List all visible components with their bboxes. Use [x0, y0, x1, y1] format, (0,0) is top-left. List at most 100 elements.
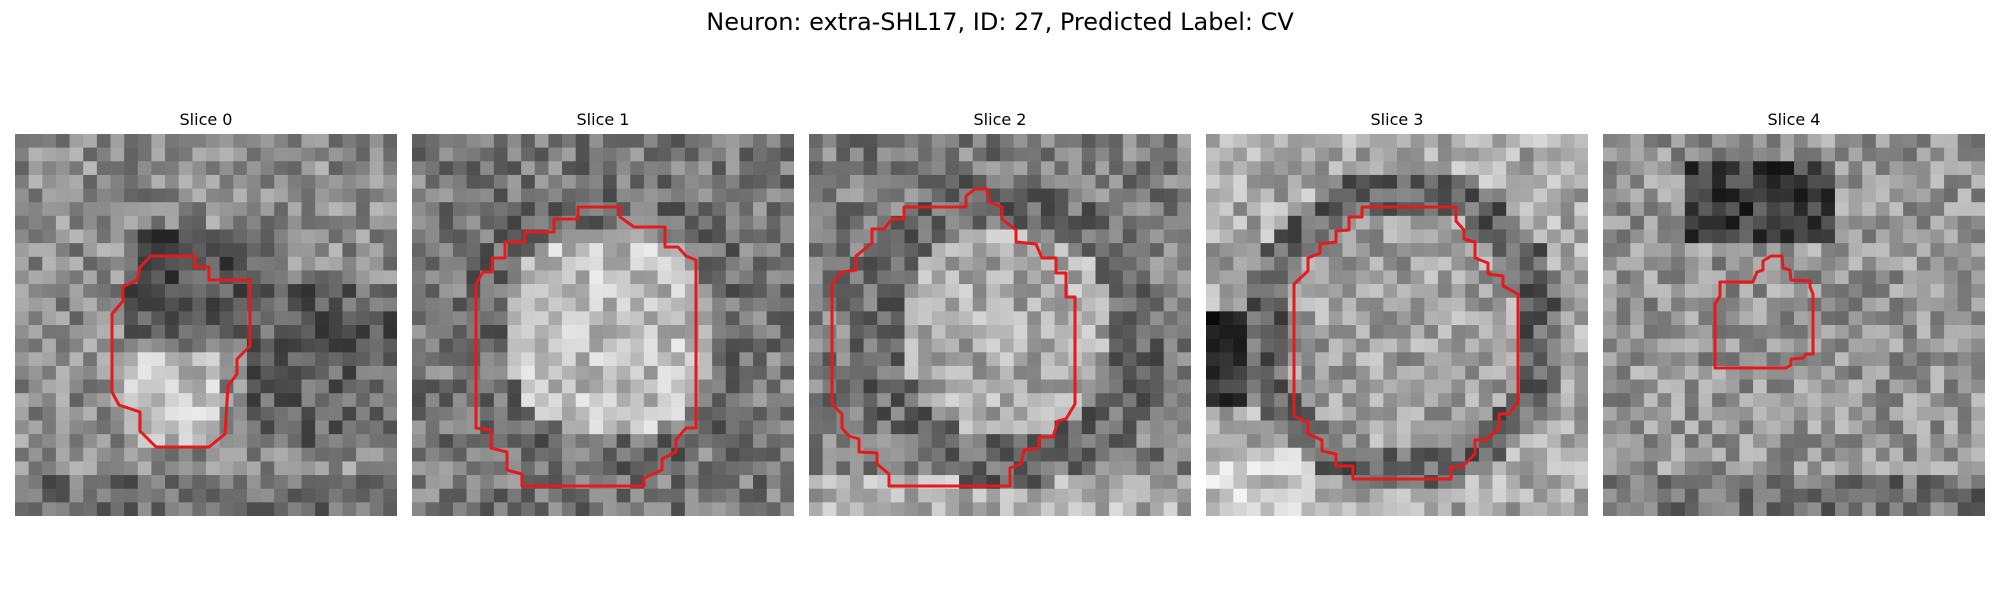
pixel-cell — [1971, 379, 1985, 394]
pixel-cell — [287, 393, 303, 408]
pixel-cell — [425, 365, 440, 381]
pixel-cell — [1054, 365, 1069, 381]
pixel-cell — [931, 174, 947, 190]
pixel-cell — [1492, 393, 1507, 408]
pixel-cell — [1383, 297, 1398, 312]
pixel-cell — [1862, 352, 1877, 367]
pixel-cell — [877, 365, 892, 381]
pixel-cell — [480, 393, 495, 408]
pixel-cell — [1657, 243, 1672, 258]
pixel-cell — [1916, 475, 1932, 490]
pixel-cell — [1383, 284, 1398, 299]
pixel-cell — [643, 297, 659, 312]
pixel-cell — [328, 202, 344, 217]
pixel-cell — [1794, 502, 1809, 516]
pixel-cell — [1342, 393, 1357, 408]
pixel-cell — [725, 338, 741, 353]
pixel-cell — [521, 338, 536, 353]
pixel-cell — [548, 393, 563, 408]
pixel-cell — [1506, 475, 1521, 490]
pixel-cell — [412, 406, 427, 422]
pixel-cell — [1492, 297, 1507, 312]
pixel-cell — [548, 188, 563, 203]
pixel-cell — [55, 297, 71, 312]
pixel-cell — [1684, 461, 1700, 476]
pixel-cell — [110, 174, 125, 190]
pixel-cell — [890, 270, 906, 285]
pixel-cell — [151, 352, 166, 367]
pixel-cell — [521, 161, 536, 176]
pixel-cell — [1971, 188, 1985, 203]
pixel-cell — [369, 447, 384, 463]
pixel-cell — [1903, 284, 1918, 299]
pixel-cell — [55, 134, 71, 149]
pixel-cell — [836, 134, 851, 149]
pixel-cell — [124, 174, 139, 190]
pixel-cell — [124, 338, 139, 353]
pixel-cell — [603, 325, 618, 340]
pixel-cell — [1342, 502, 1357, 516]
pixel-cell — [1410, 215, 1425, 231]
pixel-cell — [766, 352, 781, 367]
pixel-cell — [287, 202, 303, 217]
pixel-cell — [1616, 475, 1631, 490]
pixel-cell — [1233, 297, 1248, 312]
pixel-cell — [1657, 420, 1672, 435]
pixel-cell — [412, 297, 427, 312]
pixel-cell — [1095, 488, 1110, 503]
pixel-cell — [1451, 352, 1466, 367]
pixel-cell — [507, 174, 522, 190]
pixel-cell — [1274, 393, 1289, 408]
pixel-cell — [534, 447, 550, 463]
pixel-cell — [83, 202, 98, 217]
pixel-cell — [1027, 161, 1042, 176]
pixel-cell — [1122, 188, 1138, 203]
pixel-cell — [698, 325, 713, 340]
pixel-cell — [849, 365, 865, 381]
pixel-cell — [315, 502, 330, 516]
pixel-cell — [1519, 502, 1535, 516]
pixel-cell — [412, 488, 427, 503]
pixel-cell — [1274, 311, 1289, 326]
pixel-cell — [1643, 447, 1659, 463]
pixel-cell — [548, 461, 563, 476]
pixel-cell — [287, 147, 303, 162]
pixel-cell — [836, 229, 851, 244]
pixel-cell — [1657, 202, 1672, 217]
pixel-cell — [1424, 502, 1439, 516]
pixel-cell — [616, 297, 631, 312]
pixel-cell — [1206, 188, 1221, 203]
pixel-cell — [1150, 270, 1165, 285]
pixel-cell — [562, 420, 577, 435]
pixel-cell — [1095, 502, 1110, 516]
pixel-cell — [1397, 270, 1412, 285]
pixel-cell — [178, 434, 193, 449]
pixel-cell — [1643, 147, 1659, 162]
pixel-cell — [1971, 202, 1985, 217]
pixel-cell — [1342, 270, 1357, 285]
pixel-cell — [589, 202, 604, 217]
pixel-cell — [1136, 379, 1151, 394]
pixel-cell — [206, 338, 221, 353]
pixel-cell — [1342, 475, 1357, 490]
pixel-cell — [137, 284, 153, 299]
pixel-cell — [986, 134, 1001, 149]
pixel-cell — [480, 365, 495, 381]
pixel-cell — [822, 243, 837, 258]
pixel-cell — [863, 311, 878, 326]
pixel-cell — [1177, 338, 1191, 353]
pixel-cell — [274, 420, 289, 435]
pixel-cell — [151, 447, 166, 463]
pixel-cell — [55, 243, 71, 258]
pixel-cell — [1698, 379, 1713, 394]
pixel-cell — [986, 352, 1001, 367]
pixel-cell — [1725, 338, 1741, 353]
pixel-cell — [739, 434, 754, 449]
pixel-cell — [562, 502, 577, 516]
pixel-cell — [110, 284, 125, 299]
pixel-cell — [425, 202, 440, 217]
pixel-cell — [698, 188, 713, 203]
pixel-cell — [1725, 475, 1741, 490]
pixel-cell — [1437, 188, 1453, 203]
pixel-cell — [165, 325, 180, 340]
